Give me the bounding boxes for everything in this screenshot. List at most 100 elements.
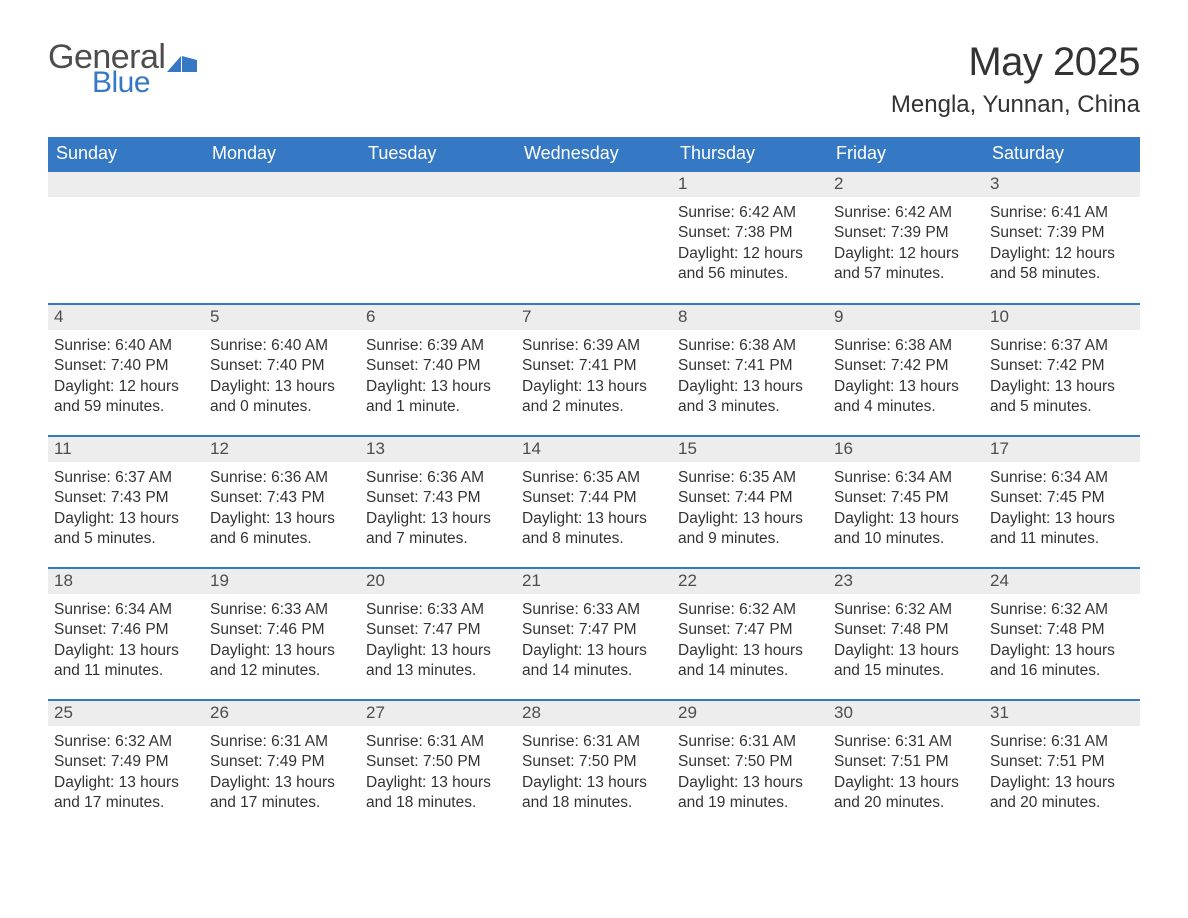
daylight-line: Daylight: 13 hours and 5 minutes.: [54, 509, 198, 550]
day-number: 1: [672, 172, 828, 197]
sunrise-line: Sunrise: 6:40 AM: [54, 336, 198, 356]
day-number: 25: [48, 701, 204, 726]
sunset-line: Sunset: 7:41 PM: [678, 356, 822, 376]
daylight-line: Daylight: 13 hours and 14 minutes.: [522, 641, 666, 682]
sunset-line: Sunset: 7:50 PM: [522, 752, 666, 772]
sunrise-line: Sunrise: 6:33 AM: [522, 600, 666, 620]
day-number: 12: [204, 437, 360, 462]
sunrise-line: Sunrise: 6:34 AM: [834, 468, 978, 488]
weekday-header: Friday: [828, 137, 984, 172]
page-header: General Blue May 2025 Mengla, Yunnan, Ch…: [48, 40, 1140, 119]
logo: General Blue: [48, 40, 197, 98]
day-number: 19: [204, 569, 360, 594]
calendar-body: 1 Sunrise: 6:42 AM Sunset: 7:38 PM Daylight…: [48, 172, 1140, 832]
sunrise-line: Sunrise: 6:32 AM: [54, 732, 198, 752]
day-details: Sunrise: 6:42 AMSunset: 7:39 PMDaylight:…: [828, 197, 984, 295]
calendar-day-cell: 21Sunrise: 6:33 AMSunset: 7:47 PMDayligh…: [516, 568, 672, 700]
calendar-week-row: 25Sunrise: 6:32 AMSunset: 7:49 PMDayligh…: [48, 700, 1140, 832]
day-number: 20: [360, 569, 516, 594]
day-number: 28: [516, 701, 672, 726]
day-number: 30: [828, 701, 984, 726]
day-number: 11: [48, 437, 204, 462]
day-number: 10: [984, 305, 1140, 330]
daylight-line: Daylight: 13 hours and 7 minutes.: [366, 509, 510, 550]
day-number: 7: [516, 305, 672, 330]
day-number: 13: [360, 437, 516, 462]
calendar-day-cell: [204, 172, 360, 304]
sunrise-line: Sunrise: 6:31 AM: [522, 732, 666, 752]
sunrise-line: Sunrise: 6:33 AM: [366, 600, 510, 620]
calendar-day-cell: 7Sunrise: 6:39 AMSunset: 7:41 PMDaylight…: [516, 304, 672, 436]
sunrise-line: Sunrise: 6:35 AM: [522, 468, 666, 488]
day-details: Sunrise: 6:34 AMSunset: 7:45 PMDaylight:…: [828, 462, 984, 560]
day-details: Sunrise: 6:31 AMSunset: 7:49 PMDaylight:…: [204, 726, 360, 824]
day-number: 6: [360, 305, 516, 330]
calendar-day-cell: 24Sunrise: 6:32 AMSunset: 7:48 PMDayligh…: [984, 568, 1140, 700]
sunset-line: Sunset: 7:50 PM: [678, 752, 822, 772]
day-details: Sunrise: 6:31 AMSunset: 7:50 PMDaylight:…: [516, 726, 672, 824]
day-number: [516, 172, 672, 197]
sunrise-line: Sunrise: 6:31 AM: [366, 732, 510, 752]
logo-flag-icon: [167, 54, 197, 72]
sunrise-line: Sunrise: 6:32 AM: [990, 600, 1134, 620]
day-number: 3: [984, 172, 1140, 197]
sunset-line: Sunset: 7:44 PM: [522, 488, 666, 508]
day-details: Sunrise: 6:34 AMSunset: 7:46 PMDaylight:…: [48, 594, 204, 692]
day-number: 29: [672, 701, 828, 726]
calendar-day-cell: 22Sunrise: 6:32 AMSunset: 7:47 PMDayligh…: [672, 568, 828, 700]
calendar-week-row: 11 Sunrise: 6:37 AM Sunset: 7:43 PM Dayligh…: [48, 436, 1140, 568]
day-number: 22: [672, 569, 828, 594]
day-details: Sunrise: 6:41 AMSunset: 7:39 PMDaylight:…: [984, 197, 1140, 295]
sunset-line: Sunset: 7:46 PM: [210, 620, 354, 640]
sunset-line: Sunset: 7:43 PM: [210, 488, 354, 508]
sunset-line: Sunset: 7:49 PM: [210, 752, 354, 772]
daylight-line: Daylight: 12 hours and 58 minutes.: [990, 244, 1134, 285]
calendar-day-cell: 1Sunrise: 6:42 AMSunset: 7:38 PMDaylight…: [672, 172, 828, 304]
day-details: Sunrise: 6:32 AMSunset: 7:48 PMDaylight:…: [984, 594, 1140, 692]
daylight-line: Daylight: 13 hours and 12 minutes.: [210, 641, 354, 682]
calendar-day-cell: 15Sunrise: 6:35 AMSunset: 7:44 PMDayligh…: [672, 436, 828, 568]
sunrise-line: Sunrise: 6:40 AM: [210, 336, 354, 356]
calendar-week-row: 1 Sunrise: 6:42 AM Sunset: 7:38 PM Daylight…: [48, 172, 1140, 304]
day-details: Sunrise: 6:32 AMSunset: 7:48 PMDaylight:…: [828, 594, 984, 692]
calendar-day-cell: 5Sunrise: 6:40 AMSunset: 7:40 PMDaylight…: [204, 304, 360, 436]
sunrise-line: Sunrise: 6:36 AM: [366, 468, 510, 488]
calendar-day-cell: 30Sunrise: 6:31 AMSunset: 7:51 PMDayligh…: [828, 700, 984, 832]
sunset-line: Sunset: 7:38 PM: [678, 223, 822, 243]
sunset-line: Sunset: 7:40 PM: [54, 356, 198, 376]
sunrise-line: Sunrise: 6:34 AM: [54, 600, 198, 620]
sunset-line: Sunset: 7:47 PM: [522, 620, 666, 640]
sunset-line: Sunset: 7:51 PM: [834, 752, 978, 772]
daylight-line: Daylight: 13 hours and 19 minutes.: [678, 773, 822, 814]
sunrise-line: Sunrise: 6:32 AM: [678, 600, 822, 620]
day-details: Sunrise: 6:33 AMSunset: 7:47 PMDaylight:…: [516, 594, 672, 692]
daylight-line: Daylight: 12 hours and 59 minutes.: [54, 377, 198, 418]
sunset-line: Sunset: 7:39 PM: [990, 223, 1134, 243]
sunrise-line: Sunrise: 6:37 AM: [54, 468, 198, 488]
sunrise-line: Sunrise: 6:31 AM: [210, 732, 354, 752]
day-number: 21: [516, 569, 672, 594]
daylight-line: Daylight: 13 hours and 20 minutes.: [834, 773, 978, 814]
sunrise-line: Sunrise: 6:34 AM: [990, 468, 1134, 488]
daylight-line: Daylight: 13 hours and 10 minutes.: [834, 509, 978, 550]
daylight-line: Daylight: 13 hours and 3 minutes.: [678, 377, 822, 418]
calendar-day-cell: 20Sunrise: 6:33 AMSunset: 7:47 PMDayligh…: [360, 568, 516, 700]
day-details: Sunrise: 6:33 AMSunset: 7:46 PMDaylight:…: [204, 594, 360, 692]
calendar-day-cell: 29Sunrise: 6:31 AMSunset: 7:50 PMDayligh…: [672, 700, 828, 832]
day-details: Sunrise: 6:33 AMSunset: 7:47 PMDaylight:…: [360, 594, 516, 692]
sunrise-line: Sunrise: 6:42 AM: [834, 203, 978, 223]
day-number: 23: [828, 569, 984, 594]
daylight-line: Daylight: 13 hours and 13 minutes.: [366, 641, 510, 682]
day-number: [204, 172, 360, 197]
day-details: Sunrise: 6:31 AMSunset: 7:51 PMDaylight:…: [984, 726, 1140, 824]
calendar-day-cell: 2Sunrise: 6:42 AMSunset: 7:39 PMDaylight…: [828, 172, 984, 304]
sunrise-line: Sunrise: 6:38 AM: [678, 336, 822, 356]
daylight-line: Daylight: 13 hours and 15 minutes.: [834, 641, 978, 682]
calendar-day-cell: 12Sunrise: 6:36 AMSunset: 7:43 PMDayligh…: [204, 436, 360, 568]
sunset-line: Sunset: 7:45 PM: [834, 488, 978, 508]
sunrise-line: Sunrise: 6:39 AM: [522, 336, 666, 356]
sunset-line: Sunset: 7:50 PM: [366, 752, 510, 772]
daylight-line: Daylight: 13 hours and 17 minutes.: [210, 773, 354, 814]
daylight-line: Daylight: 13 hours and 4 minutes.: [834, 377, 978, 418]
sunrise-line: Sunrise: 6:39 AM: [366, 336, 510, 356]
